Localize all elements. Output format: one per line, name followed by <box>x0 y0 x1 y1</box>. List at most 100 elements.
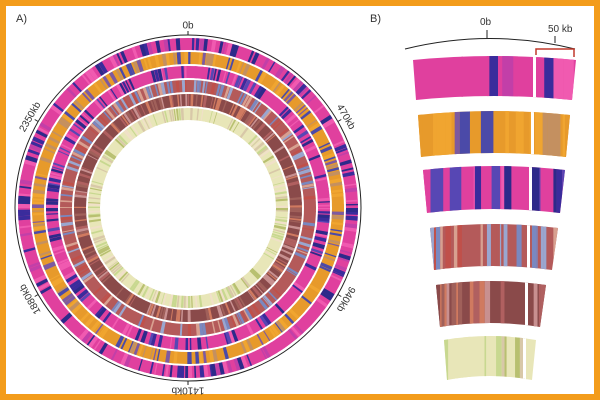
ring-segment <box>148 332 154 346</box>
ring-segment <box>285 237 298 244</box>
ring-segment <box>263 294 273 306</box>
ring-segment <box>116 351 125 364</box>
ring-segment <box>241 294 249 306</box>
ring-segment <box>317 201 330 203</box>
ring-segment <box>107 89 116 102</box>
ring-segment <box>88 103 100 115</box>
ring-segment <box>98 114 109 125</box>
ring-segment <box>318 111 330 121</box>
ring-segment <box>148 288 155 301</box>
ring-segment <box>185 94 188 107</box>
ring-segment <box>116 118 125 129</box>
ring-segment <box>310 125 323 136</box>
ring-segment <box>81 244 94 251</box>
ring-segment <box>303 195 316 200</box>
ring-segment <box>241 111 249 122</box>
ring-segment <box>101 274 112 284</box>
ring-segment <box>320 262 333 271</box>
ring-segment <box>257 280 268 292</box>
ring-segment <box>39 156 53 164</box>
ring-segment <box>255 318 263 330</box>
ring-segment <box>183 295 186 308</box>
ring-segment <box>60 200 73 203</box>
ring-segment <box>25 155 38 163</box>
ring-segment <box>221 85 228 98</box>
ring-segment <box>210 96 214 109</box>
ring-segment <box>19 179 33 186</box>
ring-segment <box>65 133 78 143</box>
ring-segment <box>262 110 272 121</box>
ring-segment <box>294 251 307 260</box>
ring-segment <box>338 253 351 261</box>
ring-segment <box>137 283 146 296</box>
ring-segment <box>91 229 104 235</box>
ring-segment <box>257 71 268 84</box>
ring-segment <box>85 155 98 163</box>
ring-segment <box>255 263 266 273</box>
ring-segment <box>50 301 63 312</box>
ring-segment <box>290 148 303 156</box>
ring-segment <box>142 316 150 329</box>
ring-segment <box>48 136 61 145</box>
ring-segment <box>129 295 137 307</box>
ring-segment <box>200 94 204 107</box>
ring-segment <box>244 307 253 320</box>
band-stripe <box>504 336 507 380</box>
ring-segment <box>193 351 196 364</box>
ring-segment <box>301 183 315 189</box>
ring-segment <box>33 225 46 231</box>
ring-segment <box>272 120 283 130</box>
ring-segment <box>218 289 226 302</box>
ring-segment <box>102 130 114 141</box>
ring-segment <box>300 136 312 144</box>
ring-segment <box>74 191 88 196</box>
ring-segment <box>46 296 58 305</box>
band-stripe <box>423 166 427 213</box>
ring-segment <box>271 305 283 317</box>
ring-segment <box>81 331 93 344</box>
ring-segment <box>118 271 129 282</box>
ring-segment <box>170 308 174 321</box>
ring-segment <box>98 325 107 337</box>
ring-segment <box>242 79 252 92</box>
ring-segment <box>285 113 297 125</box>
ring-segment <box>184 66 187 79</box>
ring-segment <box>49 273 61 281</box>
ring-segment <box>282 244 295 252</box>
ring-segment <box>313 104 325 114</box>
band-stripe <box>469 281 474 327</box>
ring-segment <box>123 97 131 109</box>
ring-segment <box>271 286 282 297</box>
ring-segment <box>168 294 174 307</box>
ring-segment <box>63 270 76 280</box>
ring-segment <box>223 332 229 345</box>
ring-segment <box>120 50 128 64</box>
ring-segment <box>290 326 301 338</box>
ring-segment <box>108 124 119 136</box>
ring-segment <box>266 271 277 281</box>
ring-segment <box>66 87 77 98</box>
ring-segment <box>57 260 71 268</box>
ring-segment <box>60 216 73 221</box>
ring-segment <box>60 214 73 218</box>
band-stripe <box>442 224 446 270</box>
ring-segment <box>253 266 263 276</box>
band-stripe <box>540 281 546 327</box>
ring-segment <box>81 166 93 172</box>
ring-segment <box>276 125 288 135</box>
ring-segment <box>18 199 31 205</box>
ring-segment <box>221 318 228 331</box>
circular-genome-map <box>18 38 358 378</box>
ring-segment <box>61 292 74 303</box>
ring-segment <box>289 217 302 221</box>
ring-segment <box>324 159 338 166</box>
ring-segment <box>320 114 333 125</box>
ring-segment <box>266 114 278 126</box>
ring-segment <box>222 70 227 83</box>
ring-segment <box>29 143 42 152</box>
ring-segment <box>342 171 355 178</box>
ring-segment <box>203 38 208 52</box>
ring-segment <box>185 365 188 378</box>
ring-segment <box>171 294 176 307</box>
ring-segment <box>271 235 284 241</box>
